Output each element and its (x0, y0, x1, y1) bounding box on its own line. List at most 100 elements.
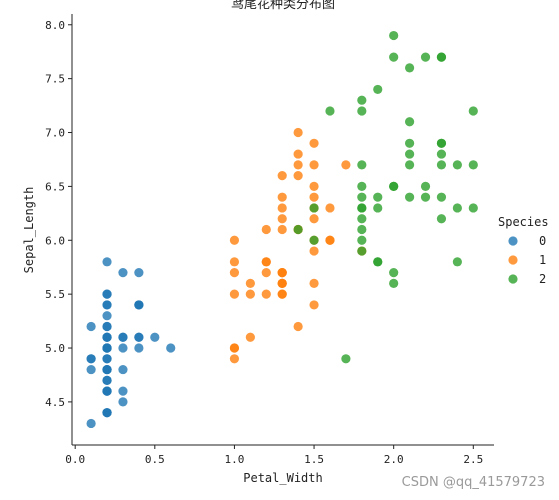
watermark-text: CSDN @qq_41579723 (402, 475, 545, 490)
data-point (389, 30, 399, 41)
legend-marker (508, 236, 518, 246)
data-point (261, 268, 271, 278)
data-point (341, 160, 351, 170)
data-point (134, 268, 144, 278)
data-point (436, 138, 447, 148)
data-point (405, 138, 415, 148)
data-point (468, 203, 478, 213)
data-point (436, 149, 447, 159)
x-tick-label: 0.5 (145, 453, 165, 466)
legend-title: Species (498, 215, 549, 229)
data-point (245, 332, 255, 342)
data-point (102, 354, 112, 364)
legend: Species 0 1 2 (498, 215, 549, 286)
data-point (102, 364, 112, 375)
data-point (405, 160, 415, 170)
y-tick-label: 8.0 (45, 19, 65, 32)
data-point (277, 203, 287, 213)
data-point (134, 332, 144, 342)
legend-marker (508, 274, 518, 284)
data-point (229, 257, 240, 267)
y-tick-label: 6.5 (45, 180, 65, 193)
data-point (166, 343, 176, 353)
data-point (118, 397, 128, 407)
data-point (134, 343, 144, 353)
x-tick-label: 2.0 (384, 453, 404, 466)
data-point (357, 95, 367, 105)
data-point (373, 203, 383, 213)
data-point (229, 268, 240, 278)
y-tick-label: 4.5 (45, 396, 65, 409)
data-point (229, 235, 240, 245)
chart-title: 鸢尾花种类分布图 (231, 0, 335, 12)
data-point (293, 171, 303, 181)
data-point (357, 246, 367, 256)
series-0 (86, 257, 176, 429)
data-point (277, 278, 287, 288)
data-point (389, 181, 399, 191)
data-point (229, 343, 240, 353)
data-point (357, 192, 367, 202)
x-tick-label: 1.0 (224, 453, 244, 466)
data-point (373, 84, 383, 95)
data-point (261, 289, 271, 299)
data-point (309, 203, 319, 213)
data-point (277, 268, 287, 278)
data-point (452, 203, 462, 213)
data-point (436, 160, 447, 170)
x-tick-label: 1.5 (304, 453, 324, 466)
data-point (341, 354, 351, 364)
data-point (357, 214, 367, 224)
data-point (102, 321, 112, 332)
data-point (357, 106, 367, 116)
data-point (86, 418, 96, 429)
data-point (357, 181, 367, 191)
data-point (389, 52, 399, 62)
data-point (277, 224, 287, 235)
data-point (293, 321, 303, 332)
data-point (229, 354, 240, 364)
data-point (102, 386, 112, 396)
data-point (261, 257, 271, 267)
data-point (150, 332, 160, 342)
legend-label: 0 (539, 234, 546, 248)
data-point (452, 257, 462, 267)
data-point (309, 160, 319, 170)
data-point (420, 181, 431, 191)
data-point (436, 52, 447, 62)
series-2 (293, 30, 478, 364)
axes: 0.0 0.5 1.0 1.5 2.0 2.5 4.5 5.0 5.5 6.0 6.5 7.0 7.5 8… (45, 14, 494, 466)
data-point (102, 289, 112, 299)
data-point (468, 106, 478, 116)
data-point (405, 192, 415, 202)
data-point (102, 375, 112, 385)
data-point (420, 192, 431, 202)
data-point (309, 181, 319, 191)
data-point (118, 364, 128, 375)
data-point (373, 257, 383, 267)
data-point (86, 321, 96, 332)
data-point (405, 63, 415, 73)
x-tick-label: 0.0 (65, 453, 85, 466)
data-point (420, 52, 431, 62)
data-point (293, 127, 303, 138)
data-point (309, 278, 319, 288)
data-point (134, 300, 144, 310)
data-point (277, 289, 287, 299)
y-axis-label: Sepal_Length (22, 187, 36, 274)
y-tick-label: 7.5 (45, 73, 65, 86)
data-point (436, 214, 447, 224)
data-point (357, 235, 367, 245)
data-point (325, 203, 335, 213)
data-point (325, 235, 335, 245)
data-point (389, 278, 399, 288)
y-tick-label: 5.0 (45, 342, 65, 355)
series-1 (229, 127, 367, 364)
data-point (309, 246, 319, 256)
data-point (293, 149, 303, 159)
data-point (118, 332, 128, 342)
y-tick-label: 5.5 (45, 288, 65, 301)
legend-label: 2 (539, 272, 546, 286)
data-point (102, 257, 112, 267)
data-point (373, 192, 383, 202)
